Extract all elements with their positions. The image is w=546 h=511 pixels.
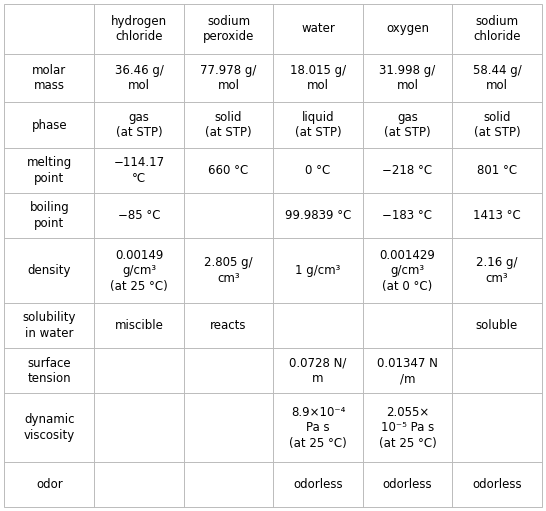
Text: 0.00149
g/cm³
(at 25 °C): 0.00149 g/cm³ (at 25 °C) — [110, 248, 168, 293]
Text: −183 °C: −183 °C — [382, 209, 432, 222]
Text: water: water — [301, 22, 335, 35]
Text: 2.055×
10⁻⁵ Pa s
(at 25 °C): 2.055× 10⁻⁵ Pa s (at 25 °C) — [378, 406, 436, 450]
Text: 0.0728 N/
m: 0.0728 N/ m — [289, 357, 347, 385]
Text: 1413 °C: 1413 °C — [473, 209, 521, 222]
Text: sodium
chloride: sodium chloride — [473, 14, 521, 43]
Text: 2.16 g/
cm³: 2.16 g/ cm³ — [476, 257, 518, 285]
Text: 2.805 g/
cm³: 2.805 g/ cm³ — [204, 257, 253, 285]
Text: odorless: odorless — [383, 478, 432, 491]
Text: solid
(at STP): solid (at STP) — [205, 111, 252, 140]
Text: miscible: miscible — [115, 319, 164, 332]
Text: odorless: odorless — [472, 478, 522, 491]
Text: 58.44 g/
mol: 58.44 g/ mol — [472, 64, 521, 92]
Text: 0 °C: 0 °C — [305, 164, 331, 177]
Text: hydrogen
chloride: hydrogen chloride — [111, 14, 167, 43]
Text: dynamic
viscosity: dynamic viscosity — [24, 413, 75, 442]
Text: boiling
point: boiling point — [29, 201, 69, 230]
Text: 31.998 g/
mol: 31.998 g/ mol — [379, 64, 436, 92]
Text: 1 g/cm³: 1 g/cm³ — [295, 264, 341, 277]
Text: 801 °C: 801 °C — [477, 164, 517, 177]
Text: gas
(at STP): gas (at STP) — [116, 111, 162, 140]
Text: soluble: soluble — [476, 319, 518, 332]
Text: 99.9839 °C: 99.9839 °C — [285, 209, 351, 222]
Text: surface
tension: surface tension — [27, 357, 71, 385]
Text: molar
mass: molar mass — [32, 64, 67, 92]
Text: melting
point: melting point — [27, 156, 72, 184]
Text: density: density — [28, 264, 71, 277]
Text: −85 °C: −85 °C — [118, 209, 161, 222]
Text: solubility
in water: solubility in water — [22, 311, 76, 340]
Text: −218 °C: −218 °C — [382, 164, 432, 177]
Text: odor: odor — [36, 478, 63, 491]
Text: 0.001429
g/cm³
(at 0 °C): 0.001429 g/cm³ (at 0 °C) — [379, 248, 435, 293]
Text: odorless: odorless — [293, 478, 343, 491]
Text: 0.01347 N
/m: 0.01347 N /m — [377, 357, 438, 385]
Text: 660 °C: 660 °C — [209, 164, 248, 177]
Text: −114.17
°C: −114.17 °C — [114, 156, 165, 184]
Text: gas
(at STP): gas (at STP) — [384, 111, 431, 140]
Text: 18.015 g/
mol: 18.015 g/ mol — [290, 64, 346, 92]
Text: sodium
peroxide: sodium peroxide — [203, 14, 254, 43]
Text: 8.9×10⁻⁴
Pa s
(at 25 °C): 8.9×10⁻⁴ Pa s (at 25 °C) — [289, 406, 347, 450]
Text: 77.978 g/
mol: 77.978 g/ mol — [200, 64, 257, 92]
Text: oxygen: oxygen — [386, 22, 429, 35]
Text: reacts: reacts — [210, 319, 247, 332]
Text: liquid
(at STP): liquid (at STP) — [295, 111, 341, 140]
Text: 36.46 g/
mol: 36.46 g/ mol — [115, 64, 164, 92]
Text: solid
(at STP): solid (at STP) — [473, 111, 520, 140]
Text: phase: phase — [32, 119, 67, 132]
